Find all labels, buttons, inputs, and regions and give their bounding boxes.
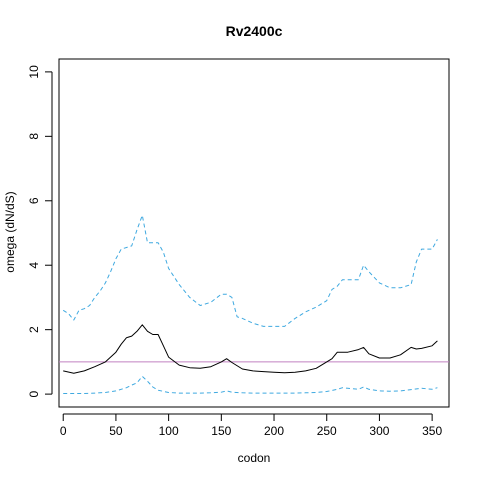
x-tick-label: 300 <box>369 424 389 438</box>
lower-bound-line <box>63 375 438 394</box>
x-axis-label: codon <box>238 451 271 465</box>
y-tick-label: 6 <box>27 197 41 204</box>
y-tick-label: 10 <box>27 65 41 79</box>
y-axis-label: omega (dN/dS) <box>3 191 17 272</box>
x-tick-label: 200 <box>264 424 284 438</box>
x-tick-label: 100 <box>159 424 179 438</box>
x-tick-label: 0 <box>60 424 67 438</box>
y-tick-label: 0 <box>27 390 41 397</box>
y-tick-label: 4 <box>27 262 41 269</box>
omega-estimate-line <box>63 324 438 374</box>
upper-bound-line <box>62 214 438 327</box>
plot-frame <box>58 58 450 408</box>
y-tick-label: 2 <box>27 326 41 333</box>
plot-marks: 0 50 100 150 200 250 300 350 0 2 4 6 8 10 <box>27 65 449 438</box>
x-tick-label: 50 <box>109 424 123 438</box>
x-tick-label: 250 <box>317 424 337 438</box>
y-tick-label: 8 <box>27 133 41 140</box>
chart-title: Rv2400c <box>226 23 283 39</box>
x-tick-label: 150 <box>211 424 231 438</box>
x-tick-label: 350 <box>422 424 442 438</box>
